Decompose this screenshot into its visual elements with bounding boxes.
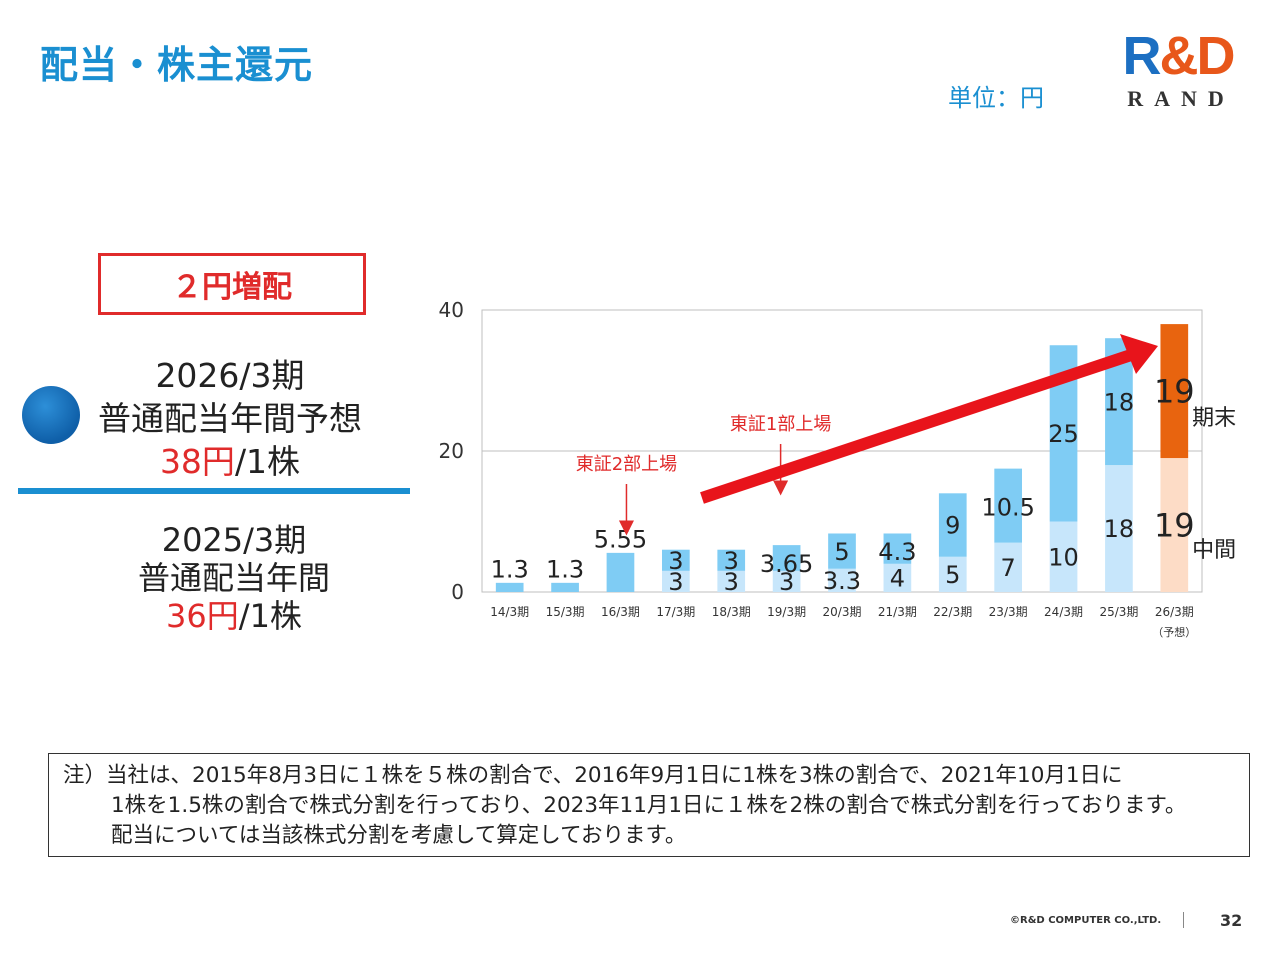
previous-label: 普通配当年間 bbox=[137, 559, 330, 597]
bar-yearend bbox=[994, 468, 1022, 543]
data-label-interim: 3 bbox=[724, 568, 739, 596]
legend-yearend: 期末 bbox=[1192, 406, 1236, 431]
data-label-interim: 7 bbox=[1001, 554, 1016, 582]
previous-dividend-block: 2025/3期 普通配当年間 36円/1株 bbox=[84, 521, 384, 635]
x-tick-label: 24/3期 bbox=[1044, 605, 1083, 619]
page-number: 32 bbox=[1220, 911, 1243, 930]
bar-yearend bbox=[1160, 324, 1189, 459]
x-tick-label: 20/3期 bbox=[823, 605, 862, 619]
bar-yearend bbox=[828, 533, 856, 569]
footer-divider bbox=[1183, 912, 1184, 928]
x-tick-label: 17/3期 bbox=[656, 605, 695, 619]
data-label-yearend: 25 bbox=[1048, 420, 1079, 448]
y-tick-label: 0 bbox=[451, 580, 464, 604]
trend-arrow-shaft bbox=[700, 348, 1136, 504]
data-label-interim: 19 bbox=[1154, 507, 1195, 545]
data-label-interim: 4 bbox=[890, 565, 905, 593]
data-label-interim: 3 bbox=[779, 568, 794, 596]
bar-yearend bbox=[717, 549, 746, 571]
data-label-yearend: 18 bbox=[1104, 388, 1135, 416]
forecast-dividend-block: 2026/3期 普通配当年間予想 38円/1株 bbox=[80, 354, 380, 483]
x-tick-label: 26/3期 bbox=[1155, 605, 1194, 619]
data-label-yearend: 9 bbox=[945, 512, 960, 540]
forecast-per-share: /1株 bbox=[234, 442, 301, 481]
x-tick-label: 21/3期 bbox=[878, 605, 917, 619]
bar-interim bbox=[717, 570, 746, 592]
data-label-yearend: 5.55 bbox=[594, 526, 647, 554]
data-label-yearend: 3.65 bbox=[760, 550, 813, 578]
annotation-label: 東証1部上場 bbox=[730, 414, 831, 435]
y-tick-label: 20 bbox=[439, 439, 464, 463]
bullet-circle-icon bbox=[22, 386, 80, 444]
bar-interim bbox=[1160, 458, 1189, 592]
data-label-yearend: 1.3 bbox=[546, 555, 584, 583]
legend-interim: 中間 bbox=[1192, 538, 1236, 563]
bar-interim bbox=[828, 568, 856, 592]
bar-interim bbox=[1049, 521, 1078, 592]
x-tick-label: 18/3期 bbox=[712, 605, 751, 619]
bar-yearend bbox=[883, 533, 912, 564]
bar-yearend bbox=[606, 552, 635, 592]
data-label-yearend: 10.5 bbox=[981, 493, 1034, 521]
note-line-2: 1株を1.5株の割合で株式分割を行っており、2023年11月1日に１株を2株の割… bbox=[111, 793, 1187, 818]
data-label-yearend: 3 bbox=[668, 547, 683, 575]
forecast-period: 2026/3期 bbox=[155, 356, 305, 395]
bar-yearend bbox=[551, 582, 579, 592]
data-label-interim: 10 bbox=[1048, 543, 1079, 571]
x-tick-label: 22/3期 bbox=[933, 605, 972, 619]
previous-period: 2025/3期 bbox=[161, 521, 307, 559]
bar-interim bbox=[938, 556, 967, 592]
data-label-yearend: 3 bbox=[724, 547, 739, 575]
x-tick-label: 23/3期 bbox=[989, 605, 1028, 619]
y-tick-label: 40 bbox=[439, 298, 464, 322]
bar-interim bbox=[662, 570, 690, 592]
bar-interim bbox=[1105, 465, 1133, 592]
previous-per-share: /1株 bbox=[238, 597, 302, 635]
forecast-value: 38円 bbox=[159, 442, 235, 481]
data-label-yearend: 5 bbox=[834, 538, 849, 566]
x-tick-label: 14/3期 bbox=[490, 605, 529, 619]
x-tick-sublabel: （予想） bbox=[1152, 625, 1196, 639]
data-label-interim: 5 bbox=[945, 561, 960, 589]
note-line-3: 配当については当該株式分割を考慮して算定しております。 bbox=[111, 823, 687, 848]
data-label-yearend: 4.3 bbox=[878, 538, 916, 566]
data-label-interim: 18 bbox=[1104, 515, 1135, 543]
slide-title: 配当・株主還元 bbox=[40, 43, 314, 87]
bar-yearend bbox=[772, 545, 801, 571]
bar-yearend bbox=[938, 493, 967, 557]
company-logo: R&D RAND bbox=[1122, 26, 1236, 111]
x-tick-label: 25/3期 bbox=[1099, 605, 1138, 619]
x-tick-label: 19/3期 bbox=[767, 605, 806, 619]
dividend-increase-badge: ２円増配 bbox=[98, 253, 366, 315]
bar-yearend bbox=[495, 582, 524, 592]
bar-interim bbox=[772, 570, 801, 592]
data-label-interim: 3 bbox=[668, 568, 683, 596]
x-tick-label: 15/3期 bbox=[546, 605, 585, 619]
previous-amount: 36円/1株 bbox=[84, 597, 384, 635]
trend-arrow-head bbox=[1120, 334, 1158, 374]
data-label-yearend: 19 bbox=[1154, 373, 1195, 411]
unit-label: 単位：円 bbox=[948, 84, 1044, 112]
footnote-box: 注）当社は、2015年8月3日に１株を５株の割合で、2016年9月1日に1株を3… bbox=[48, 753, 1250, 857]
note-line-1: 注）当社は、2015年8月3日に１株を５株の割合で、2016年9月1日に1株を3… bbox=[63, 763, 1123, 788]
bar-interim bbox=[883, 563, 912, 592]
data-label-interim: 3.3 bbox=[823, 567, 861, 595]
forecast-amount: 38円/1株 bbox=[80, 440, 380, 483]
annotation-label: 東証2部上場 bbox=[576, 454, 677, 475]
section-divider bbox=[18, 488, 410, 494]
x-tick-label: 16/3期 bbox=[601, 605, 640, 619]
copyright: ©R&D COMPUTER CO.,LTD. bbox=[1010, 915, 1162, 926]
bar-yearend bbox=[662, 549, 690, 571]
bar-interim bbox=[994, 542, 1022, 592]
forecast-label: 普通配当年間予想 bbox=[98, 399, 362, 438]
data-label-yearend: 1.3 bbox=[491, 555, 529, 583]
previous-value: 36円 bbox=[166, 597, 239, 635]
